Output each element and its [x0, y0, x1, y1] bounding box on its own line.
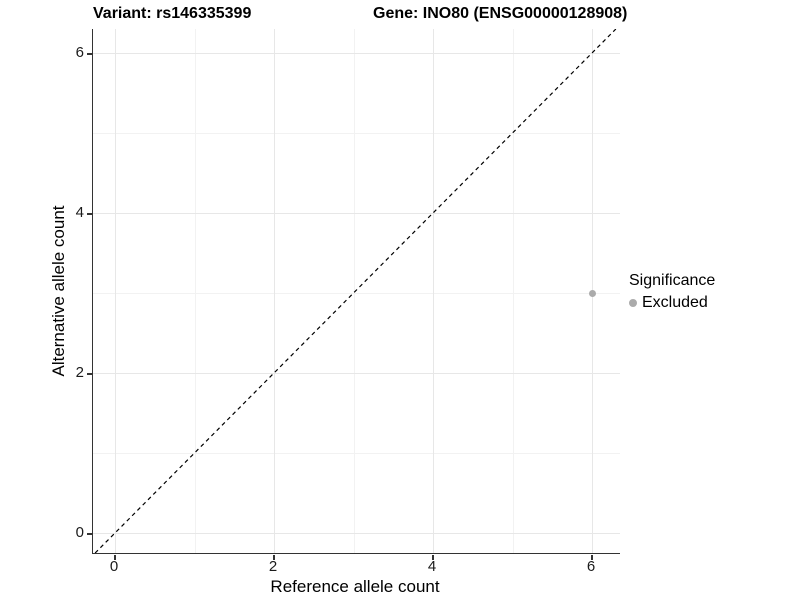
y-tick-label: 2: [75, 364, 84, 381]
data-point: [588, 289, 596, 297]
legend-title: Significance: [629, 272, 716, 289]
gridline-major-horizontal: [93, 533, 620, 534]
x-tick-label: 2: [268, 558, 278, 575]
gridline-minor-horizontal: [93, 453, 620, 454]
y-axis-title: Alternative allele count: [49, 205, 68, 377]
x-axis-title: Reference allele count: [270, 577, 440, 596]
x-tick-label: 4: [427, 558, 437, 575]
y-tick-label: 6: [75, 44, 84, 61]
plot-panel: [92, 29, 620, 554]
gridline-minor-vertical: [512, 29, 514, 553]
plot-title-gene: Gene: INO80 (ENSG00000128908): [373, 5, 628, 22]
gridline-major-horizontal: [93, 53, 620, 54]
legend: Significance Excluded: [629, 271, 715, 312]
gridline-minor-horizontal: [93, 293, 620, 294]
legend-item-label: Excluded: [642, 294, 708, 311]
x-axis-tick: [114, 554, 116, 560]
y-axis-tick: [87, 53, 92, 55]
x-axis-tick: [432, 554, 434, 560]
y-axis-tick: [87, 533, 92, 535]
x-tick-label: 0: [109, 558, 119, 575]
gridline-major-vertical: [274, 29, 275, 553]
gridline-major-vertical: [433, 29, 434, 553]
y-axis-tick: [87, 373, 92, 375]
legend-item-excluded: Excluded: [629, 293, 715, 312]
x-tick-label: 6: [586, 558, 596, 575]
y-axis-tick: [87, 213, 92, 215]
x-axis-tick: [591, 554, 593, 560]
gridline-minor-vertical: [194, 29, 196, 553]
gridline-major-horizontal: [93, 213, 620, 214]
gridline-major-vertical: [115, 29, 116, 553]
x-axis-tick: [273, 554, 275, 560]
gridline-minor-vertical: [353, 29, 355, 553]
y-tick-label: 4: [75, 204, 84, 221]
plot-title-variant: Variant: rs146335399: [93, 5, 252, 22]
gridline-minor-horizontal: [93, 133, 620, 134]
legend-key-circle-icon: [629, 298, 637, 307]
gridline-major-horizontal: [93, 373, 620, 374]
identity-dashed-line: [94, 29, 617, 553]
y-tick-label: 0: [75, 524, 84, 541]
